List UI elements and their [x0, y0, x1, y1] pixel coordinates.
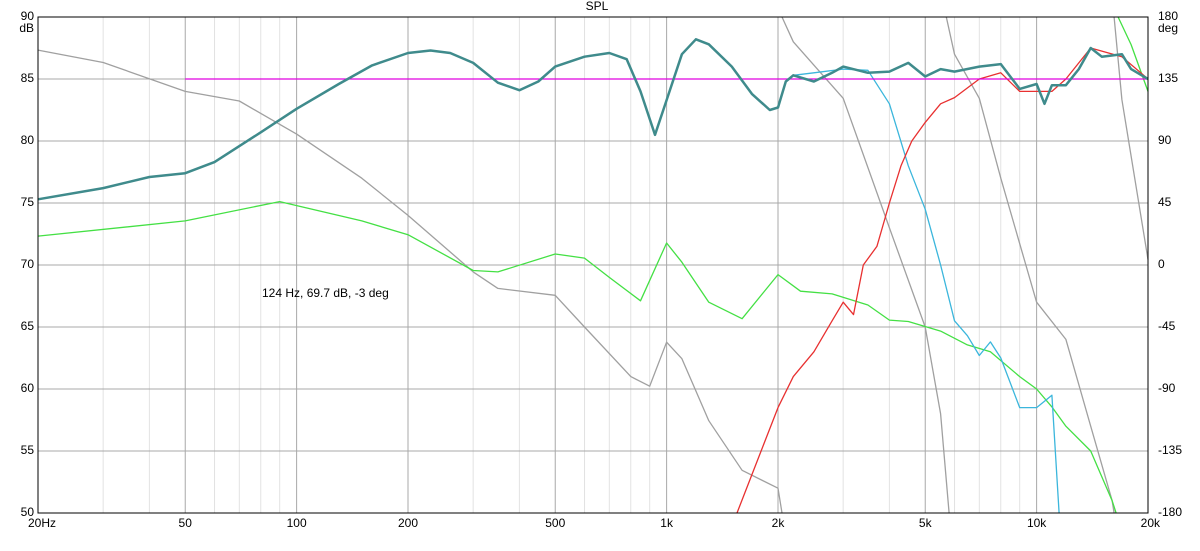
- y2-tick-label: 90: [1158, 133, 1172, 147]
- x-tick-label: 5k: [919, 516, 933, 530]
- chart-title: SPL: [586, 0, 609, 13]
- y2-tick-label: -135: [1158, 443, 1182, 457]
- y2-tick-label: -90: [1158, 381, 1176, 395]
- curves: [37, 16, 1149, 514]
- x-tick-label: 2k: [772, 516, 786, 530]
- x-tick-label: 50: [179, 516, 193, 530]
- y2-tick-label: -45: [1158, 319, 1176, 333]
- y-tick-label: 80: [21, 133, 35, 147]
- x-tick-label: 10k: [1027, 516, 1047, 530]
- y-tick-label: 75: [21, 195, 35, 209]
- curve: [37, 38, 1149, 201]
- x-tick-label: 500: [545, 516, 565, 530]
- x-tick-label: 20Hz: [28, 516, 56, 530]
- y2-tick-label: 180: [1158, 9, 1178, 23]
- plot-frame: [37, 16, 1149, 514]
- y-tick-label: 90: [21, 9, 35, 23]
- curve: [37, 200, 1117, 514]
- y2-tick-label: -180: [1158, 505, 1182, 519]
- y-tick-label: 60: [21, 381, 35, 395]
- y-tick-label: 70: [21, 257, 35, 271]
- y-tick-label: 50: [21, 505, 35, 519]
- annotation: 124 Hz, 69.7 dB, -3 deg: [262, 286, 389, 300]
- curve: [1113, 16, 1149, 260]
- curve: [37, 49, 783, 514]
- y2-tick-label: 135: [1158, 71, 1178, 85]
- x-tick-label: 20k: [1141, 516, 1161, 530]
- y-tick-label: 65: [21, 319, 35, 333]
- curve: [781, 16, 950, 514]
- y-tick-label: 55: [21, 443, 35, 457]
- y-axis-unit: dB: [19, 21, 34, 35]
- y2-tick-label: 0: [1158, 257, 1165, 271]
- x-tick-label: 100: [287, 516, 307, 530]
- x-tick-label: 1k: [660, 516, 674, 530]
- y2-axis-unit: deg: [1158, 21, 1178, 35]
- y2-tick-label: 45: [1158, 195, 1172, 209]
- curve: [736, 47, 1149, 514]
- y-tick-label: 85: [21, 71, 35, 85]
- x-tick-label: 200: [398, 516, 418, 530]
